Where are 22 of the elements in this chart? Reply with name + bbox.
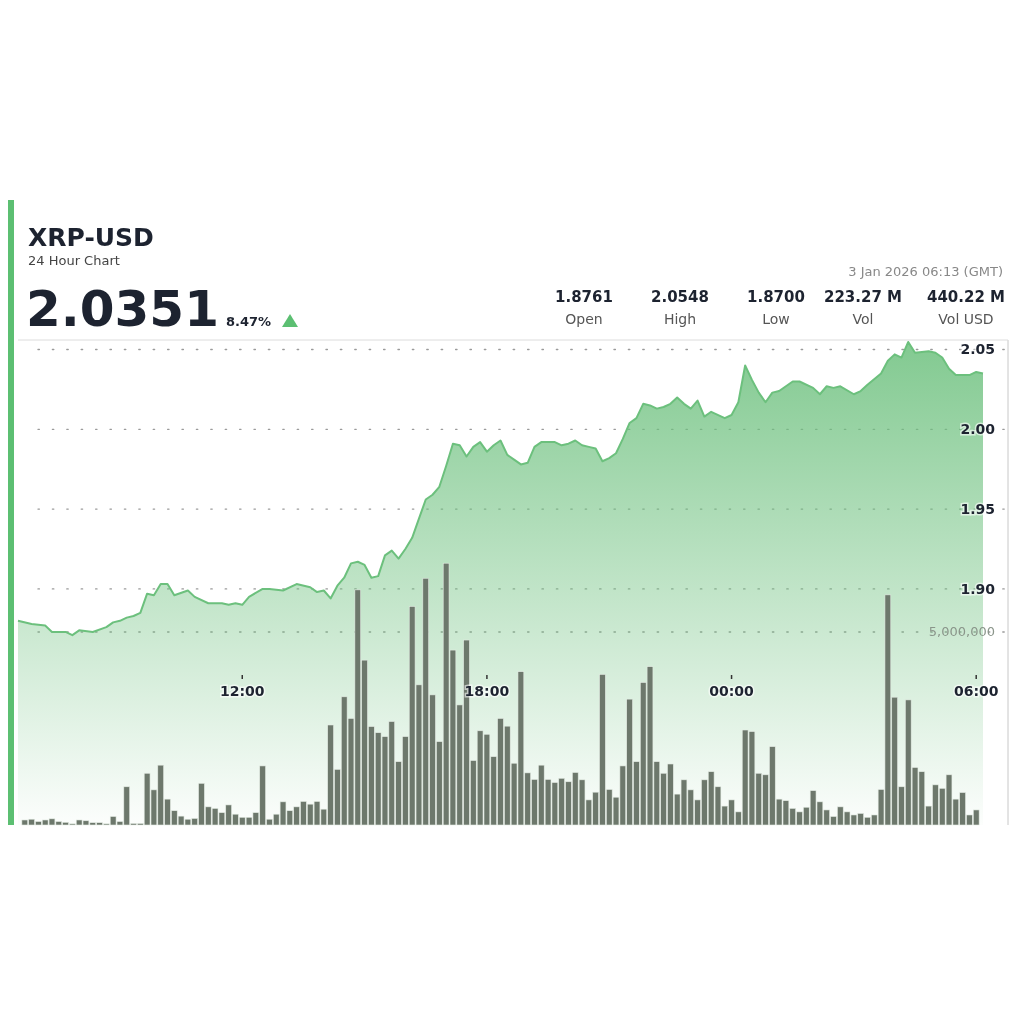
y-tick-label: 2.05	[960, 341, 995, 358]
text: 1.8761	[555, 288, 613, 306]
x-tick-label: 00:00	[709, 683, 755, 699]
x-tick-label: 12:00	[219, 683, 265, 699]
text: 2.0548	[651, 288, 709, 306]
text: 1.8700	[747, 288, 805, 306]
text: 2.0351	[26, 280, 219, 338]
text: 8.47%	[226, 314, 272, 329]
y-tick-label: 1.90	[960, 580, 996, 597]
chart-subtitle: 24 Hour Chart	[28, 253, 120, 268]
text: High	[663, 311, 697, 327]
x-tick-label: 06:00	[953, 683, 999, 699]
text: 440.22 M	[926, 288, 1006, 306]
text: 223.27 M	[823, 288, 903, 306]
y-tick-label: 1.95	[960, 501, 995, 518]
text: Low	[762, 311, 790, 327]
text: Open	[565, 311, 603, 327]
y2-tick-label: 5,000,000	[928, 624, 995, 640]
text: Vol	[852, 311, 874, 327]
chart-title: XRP-USD	[28, 223, 154, 252]
text: 3 Jan 2026 06:13 (GMT)	[848, 264, 1003, 279]
text: Vol USD	[938, 311, 994, 327]
